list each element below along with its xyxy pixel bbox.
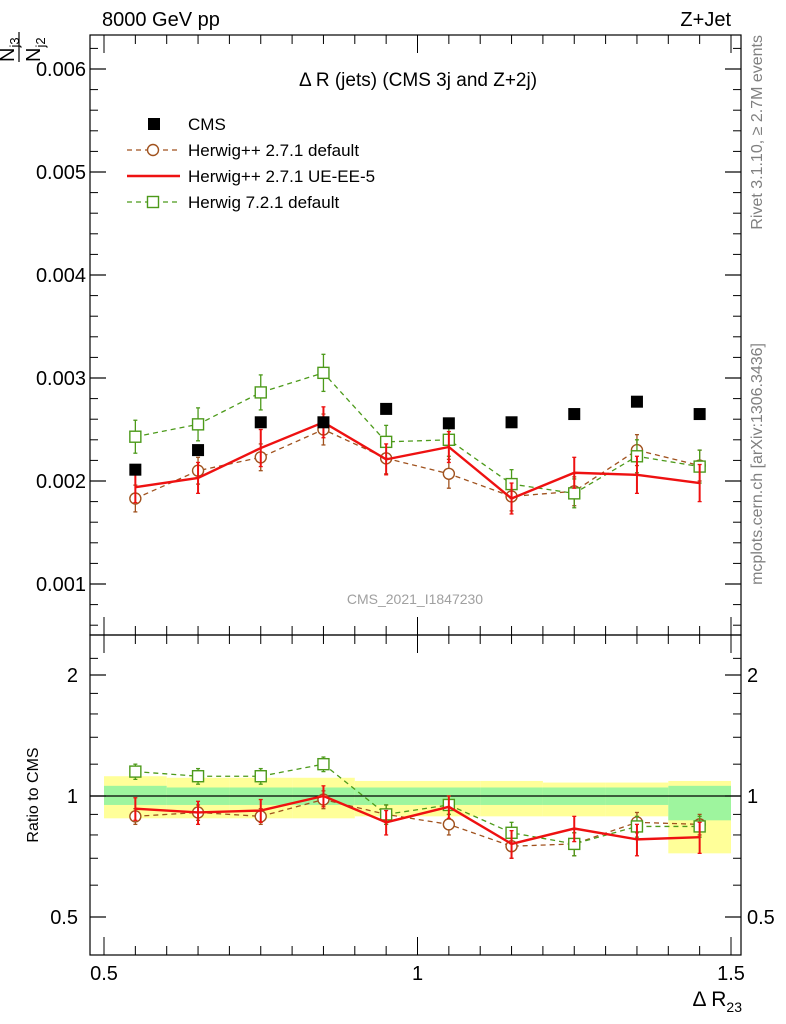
ratio-y-tick-label: 0.5: [747, 907, 775, 929]
ratio-y-tick-label: 1: [67, 786, 78, 808]
ratio-y-tick-label: 2: [747, 665, 758, 687]
x-tick-label: 0.5: [90, 963, 118, 985]
data-point: [129, 430, 142, 443]
legend-label: Herwig 7.2.1 default: [188, 193, 339, 212]
legend-label: CMS: [188, 115, 226, 134]
x-tick-label: 1: [412, 963, 423, 985]
data-point: [568, 408, 581, 421]
series-solid: [133, 785, 702, 859]
data-point: [380, 402, 393, 415]
main-panel: 0.001 0.002 0.003 0.004 0.005 0.006 CMS_2021_…: [0, 32, 742, 636]
series-line: [135, 428, 700, 500]
data-point: [129, 463, 142, 476]
series-line: [135, 794, 700, 846]
x-axis: 0.5 1 1.5: [90, 35, 745, 985]
data-point: [505, 416, 518, 429]
data-point: [317, 416, 330, 429]
data-point: [254, 386, 267, 399]
legend-label: Herwig++ 2.7.1 UE-EE-5: [188, 167, 375, 186]
data-point: [442, 467, 456, 480]
legend: CMS Herwig++ 2.7.1 default Herwig++ 2.7.1 …: [127, 115, 375, 212]
data-point: [191, 770, 205, 783]
legend-marker: [146, 143, 160, 157]
series-line: [135, 420, 700, 500]
data-point: [568, 487, 581, 500]
data-point: [254, 770, 267, 783]
data-point: [630, 395, 643, 408]
legend-marker: [146, 195, 160, 209]
data-point: [191, 418, 205, 431]
y-tick-label: 0.004: [36, 265, 86, 287]
svg-text:Nj2: Nj2: [23, 37, 48, 62]
ratio-y-tick-label: 2: [67, 665, 78, 687]
side-text-top: Rivet 3.1.10, ≥ 2.7M events: [749, 35, 766, 230]
y-tick-label: 0.005: [36, 162, 86, 184]
y-tick-label: 0.006: [36, 59, 86, 81]
data-point: [254, 416, 267, 429]
header-right: Z+Jet: [680, 9, 731, 31]
data-point: [317, 366, 330, 380]
data-point: [693, 408, 706, 421]
analysis-id: CMS_2021_I1847230: [347, 591, 483, 607]
header-left: 8000 GeV pp: [102, 9, 220, 31]
data-point: [442, 818, 456, 831]
legend-label: Herwig++ 2.7.1 default: [188, 141, 359, 160]
data-point: [129, 765, 142, 778]
x-axis-label: Δ R23: [693, 988, 743, 1015]
series-dashed-circle: [129, 413, 706, 513]
inner-uncertainty-band: [104, 785, 167, 805]
data-point: [317, 757, 330, 771]
x-tick-label: 1.5: [717, 963, 745, 985]
y-tick-label: 0.002: [36, 471, 86, 493]
side-text-bottom: mcplots.cern.ch [arXiv:1306.3436]: [749, 343, 766, 585]
data-point: [192, 444, 205, 457]
ratio-y-tick-label: 0.5: [50, 907, 78, 929]
ratio-frame: [89, 634, 742, 956]
legend-marker: [148, 118, 160, 130]
data-point: [442, 417, 455, 430]
ratio-y-label: Ratio to CMS: [25, 747, 42, 842]
y-axis-label: Nj3 Nj2: [0, 32, 48, 62]
ratio-y-tick-label: 1: [747, 786, 758, 808]
main-title: Δ R (jets) (CMS 3j and Z+2j): [299, 70, 537, 91]
series-solid: [133, 406, 702, 515]
series-dashed-square: [129, 353, 706, 509]
series-data: [129, 395, 706, 476]
series-line: [135, 763, 700, 845]
y-tick-label: 0.001: [36, 574, 86, 596]
ratio-panel: 0.5 0.5 1 1 2 2 Ratio to CMS: [25, 634, 775, 956]
y-tick-label: 0.003: [36, 368, 86, 390]
